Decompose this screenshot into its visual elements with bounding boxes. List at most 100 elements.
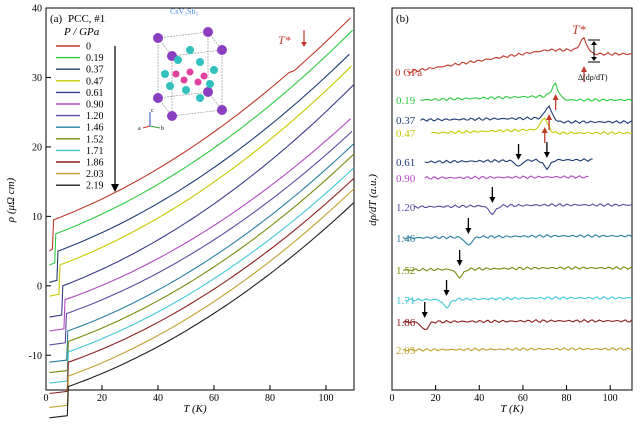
tstar-label-b: T* xyxy=(572,22,586,37)
resistivity-curve xyxy=(49,84,355,318)
derivative-curve xyxy=(431,117,633,136)
series-label: 0.37 xyxy=(396,115,416,127)
resistivity-curve xyxy=(49,188,355,408)
series-label: 0.90 xyxy=(396,173,416,185)
panel-a-curves xyxy=(49,17,355,419)
derivative-curve xyxy=(420,82,633,102)
panel-a: (a) PCC, #1 P / GPa 0 20 40 60 80 100 -10 0 10 20… xyxy=(5,4,355,419)
tstar-arrow-head xyxy=(421,312,428,318)
panel-b-label: (b) xyxy=(396,13,409,25)
x-tick-label: 0 xyxy=(390,393,395,404)
derivative-curve xyxy=(420,104,633,125)
tstar-arrow-a-head xyxy=(301,42,307,47)
y-tick-label: 30 xyxy=(32,73,42,84)
resistivity-curve xyxy=(49,143,354,363)
inset-label: CsV₃Sb₅ xyxy=(170,7,198,16)
series-label: 2.03 xyxy=(396,345,416,357)
series-label: 0.47 xyxy=(396,128,416,140)
panel-a-xlabel: T (K) xyxy=(183,403,207,415)
tstar-arrow-head xyxy=(443,290,450,296)
x-tick-label: 20 xyxy=(97,393,107,404)
panel-b-curves xyxy=(402,36,633,352)
legend-entry: 1.86 xyxy=(86,158,104,169)
x-tick-label: 60 xyxy=(518,393,528,404)
resistivity-curve xyxy=(49,130,353,346)
y-tick-label: 10 xyxy=(32,212,42,223)
panel-a-title: PCC, #1 xyxy=(68,13,105,25)
y-tick-label: 0 xyxy=(37,281,42,292)
legend-entry: 1.52 xyxy=(86,134,104,145)
resistivity-curve xyxy=(49,202,355,419)
series-label: 1.86 xyxy=(396,317,416,329)
delta-label: Δ(dρ/dT) xyxy=(578,73,608,82)
legend-entry: 1.46 xyxy=(86,123,104,134)
panel-b-ticks: 0 20 40 60 80 100 xyxy=(390,385,618,404)
resistivity-curve xyxy=(49,167,355,384)
cs-atoms xyxy=(153,27,227,121)
legend-entry: 1.20 xyxy=(86,111,104,122)
panel-a-label: (a) xyxy=(50,13,63,25)
panel-b-ylabel: dρ/dT (a.u.) xyxy=(367,174,379,226)
panel-b-xlabel: T (K) xyxy=(500,403,524,415)
series-label: 0.61 xyxy=(396,157,415,169)
axis-b-label: b xyxy=(161,126,164,132)
series-label: 1.46 xyxy=(396,233,416,245)
series-label: 0 GPa xyxy=(395,67,422,79)
derivative-curve xyxy=(402,234,633,246)
tstar-arrow-head xyxy=(456,260,463,266)
panel-b-arrows xyxy=(421,66,587,318)
derivative-curve xyxy=(402,318,633,330)
legend-entry: 0.37 xyxy=(86,65,104,76)
x-tick-label: 100 xyxy=(603,393,618,404)
resistivity-curve xyxy=(49,17,351,252)
crystal-structure-inset: CsV₃Sb₅ xyxy=(138,7,227,132)
legend-title: P / GPa xyxy=(63,26,100,38)
panel-a-frame xyxy=(45,7,355,391)
panel-a-ticks: 0 20 40 60 80 100 -10 0 10 20 30 40 xyxy=(29,4,334,405)
legend-entry: 0.47 xyxy=(86,76,104,87)
derivative-curve xyxy=(424,158,593,171)
panel-a-legend: 00.190.370.470.610.901.201.461.521.711.8… xyxy=(56,42,104,192)
x-tick-label: 40 xyxy=(474,393,484,404)
legend-entry: 1.71 xyxy=(86,146,104,157)
x-tick-label: 80 xyxy=(265,393,275,404)
x-tick-label: 0 xyxy=(44,393,49,404)
resistivity-curve xyxy=(49,118,351,332)
resistivity-curve xyxy=(49,65,352,297)
tstar-arrow-head xyxy=(515,154,522,160)
panel-b: (b) 0 20 40 60 80 100 0 GPa 0.19 0.370.47 0.61 0.… xyxy=(367,7,633,415)
series-label: 1.52 xyxy=(396,265,415,277)
tstar-arrow-head xyxy=(465,228,472,234)
axis-c-label: c xyxy=(151,108,154,114)
y-tick-label: 40 xyxy=(32,4,42,15)
v-atoms xyxy=(172,68,208,86)
y-tick-label: 20 xyxy=(32,142,42,153)
series-label: 1.20 xyxy=(396,202,416,214)
legend-entry: 2.19 xyxy=(86,181,104,192)
legend-entry: 0.90 xyxy=(86,100,104,111)
resistivity-curve xyxy=(49,177,355,395)
resistivity-curve xyxy=(49,53,350,283)
resistivity-curve xyxy=(49,29,353,266)
legend-arrow-head xyxy=(111,184,119,192)
axes-triad: c a b xyxy=(138,108,164,132)
derivative-curve xyxy=(406,36,633,74)
legend-entry: 0 xyxy=(86,42,91,53)
x-tick-label: 100 xyxy=(319,393,334,404)
sb-atoms xyxy=(161,46,218,102)
delta-marker xyxy=(588,39,600,63)
derivative-curve xyxy=(404,295,633,309)
derivative-curve xyxy=(424,175,589,180)
series-label: 1.71 xyxy=(396,295,415,307)
series-label: 0.19 xyxy=(396,95,416,107)
resistivity-curve xyxy=(49,153,355,374)
legend-entry: 0.19 xyxy=(86,53,104,64)
derivative-curve xyxy=(413,202,633,216)
tstar-arrow-head xyxy=(552,94,559,100)
y-tick-label: -10 xyxy=(29,351,42,362)
panel-b-series-labels: 0 GPa 0.19 0.370.47 0.61 0.90 1.20 1.46 1.52 1.7… xyxy=(395,67,422,357)
tstar-arrow-head xyxy=(581,66,587,72)
x-tick-label: 20 xyxy=(431,393,441,404)
x-tick-label: 60 xyxy=(209,393,219,404)
